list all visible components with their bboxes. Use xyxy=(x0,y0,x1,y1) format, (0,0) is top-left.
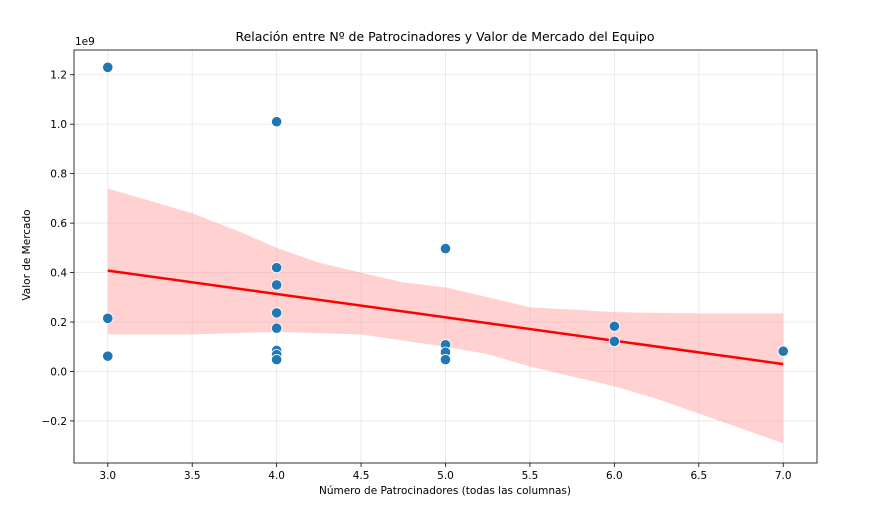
x-axis: 3.0 3.5 4.0 4.5 5.0 5.5 6.0 6.5 7.0 xyxy=(99,463,792,482)
y-tick-label: 0.4 xyxy=(50,268,67,280)
y-tick-label: 1.2 xyxy=(50,70,67,82)
y-tick-label: −0.2 xyxy=(42,416,68,428)
confidence-band xyxy=(107,188,784,444)
x-tick-label: 4.5 xyxy=(353,470,370,482)
regression-line-path xyxy=(107,269,784,366)
x-tick-label: 3.0 xyxy=(99,470,116,482)
x-tick-label: 6.5 xyxy=(690,470,707,482)
chart-title: Relación entre Nº de Patrocinadores y Va… xyxy=(235,29,654,44)
x-tick-label: 5.5 xyxy=(522,470,539,482)
x-tick-label: 5.0 xyxy=(437,470,454,482)
x-tick-label: 3.5 xyxy=(184,470,201,482)
y-tick-label: 0.6 xyxy=(50,218,67,230)
scatter-point xyxy=(102,350,114,362)
x-tick-label: 7.0 xyxy=(775,470,792,482)
y-tick-label: 0.0 xyxy=(50,366,67,378)
confidence-band-area xyxy=(107,188,784,444)
y-offset-label: 1e9 xyxy=(75,36,95,48)
x-tick-label: 4.0 xyxy=(268,470,285,482)
scatter-point xyxy=(439,242,452,255)
scatter-point xyxy=(271,116,283,128)
y-tick-label: 0.2 xyxy=(50,317,67,329)
scatter-point xyxy=(271,279,283,291)
scatter-points xyxy=(102,61,789,366)
scatter-point xyxy=(608,320,620,332)
scatter-point xyxy=(271,307,283,319)
scatter-point xyxy=(271,354,283,366)
scatter-point xyxy=(102,61,114,73)
grid xyxy=(74,50,817,463)
regression-line xyxy=(107,269,784,366)
scatter-point xyxy=(271,322,283,334)
y-tick-label: 0.8 xyxy=(50,169,67,181)
scatter-point xyxy=(439,354,452,366)
y-axis-label: Valor de Mercado xyxy=(21,209,33,300)
scatter-point xyxy=(102,312,114,324)
y-tick-label: 1.0 xyxy=(50,119,67,131)
scatter-point xyxy=(608,335,620,347)
scatter-point xyxy=(271,262,283,274)
x-tick-label: 6.0 xyxy=(606,470,623,482)
x-axis-label: Número de Patrocinadores (todas las colu… xyxy=(319,485,571,497)
scatter-point xyxy=(777,345,789,357)
y-axis: −0.2 0.0 0.2 0.4 0.6 0.8 1.0 1.2 xyxy=(42,70,74,428)
